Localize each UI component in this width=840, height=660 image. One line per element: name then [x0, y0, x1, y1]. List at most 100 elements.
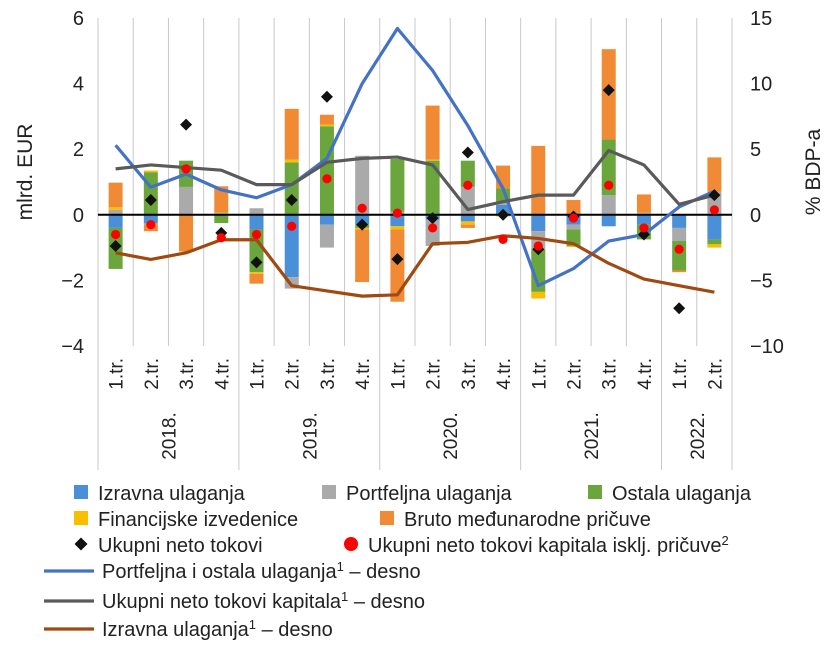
- vertical-gridlines: [97, 18, 733, 346]
- bar-izravna-ulaganja: [460, 214, 475, 222]
- bar-financijske-izvedenice: [249, 272, 264, 274]
- x-tick-label: 2.tr.: [142, 358, 163, 390]
- bar-financijske-izvedenice: [707, 244, 722, 248]
- bar-bruto-me-unarodne-pricuve: [636, 194, 651, 213]
- marker-diamond: [144, 194, 157, 207]
- x-tick-label: 3.tr.: [459, 358, 480, 390]
- bar-ostala-ulaganja: [390, 159, 405, 212]
- marker-diamond: [250, 256, 263, 269]
- y-right-tick-label: −5: [750, 270, 773, 292]
- marker-circle: [568, 213, 579, 223]
- bar-izravna-ulaganja: [636, 214, 651, 225]
- legend-label-financijske-izvedenice: Financijske izvedenice: [98, 509, 298, 531]
- bar-izravna-ulaganja: [319, 214, 334, 225]
- x-tick-label: 3.tr.: [177, 358, 198, 390]
- bar-financijske-izvedenice: [531, 291, 546, 299]
- marker-circle: [498, 234, 508, 244]
- marker-circle: [604, 180, 614, 190]
- y-left-tick-label: −2: [61, 270, 84, 292]
- bar-financijske-izvedenice: [284, 159, 299, 163]
- marker-circle: [533, 241, 543, 251]
- bar-izravna-ulaganja: [108, 214, 123, 228]
- bar-portfeljna-ulaganja: [179, 186, 194, 215]
- x-year-label: 2020.: [441, 412, 462, 460]
- marker-circle: [357, 203, 367, 213]
- legend-label-ukupni-neto-tokovi-kapitala-isklj-pricuve: Ukupni neto tokovi kapitala isklj. priču…: [368, 533, 729, 557]
- legend-swatch-izravna-ulaganja: [74, 485, 88, 499]
- marker-diamond: [708, 189, 721, 202]
- x-tick-label: 4.tr.: [212, 358, 233, 390]
- marker-circle: [287, 221, 297, 231]
- legend-label-izravna-ulaganja: Izravna ulaganja: [98, 483, 246, 505]
- x-tick-label: 4.tr.: [353, 358, 374, 390]
- bar-financijske-izvedenice: [566, 245, 581, 247]
- bar-bruto-me-unarodne-pricuve: [390, 229, 405, 302]
- marker-diamond: [285, 194, 298, 207]
- bar-portfeljna-ulaganja: [496, 201, 511, 205]
- legend-label-ukupni-neto-tokovi-kapitala-line: Ukupni neto tokovi kapitala1 – desno: [102, 589, 425, 613]
- bar-bruto-me-unarodne-pricuve: [531, 145, 546, 215]
- bar-financijske-izvedenice: [214, 212, 229, 214]
- marker-diamond: [426, 212, 439, 225]
- legend-label-portfeljna-ulaganja: Portfeljna ulaganja: [346, 483, 513, 505]
- bar-portfeljna-ulaganja: [249, 208, 264, 215]
- bar-bruto-me-unarodne-pricuve: [460, 224, 475, 228]
- legend-marker-circle: [344, 537, 358, 551]
- x-tick-label: 1.tr.: [107, 358, 128, 390]
- legend-label-ukupni-neto-tokovi: Ukupni neto tokovi: [98, 535, 263, 557]
- bar-financijske-izvedenice: [425, 159, 440, 161]
- legend-marker-diamond: [74, 537, 88, 551]
- marker-circle: [111, 229, 121, 240]
- bar-ostala-ulaganja: [319, 126, 334, 215]
- y-left-tick-label: 2: [73, 139, 84, 161]
- bar-portfeljna-ulaganja: [108, 209, 123, 215]
- y-right-axis-label: % BDP-a: [802, 129, 825, 216]
- bar-bruto-me-unarodne-pricuve: [249, 273, 264, 284]
- y-right-tick-label: 10: [750, 74, 772, 96]
- bar-portfeljna-ulaganja: [319, 224, 334, 248]
- line-ukupni-neto-tokovi-kapitala: [115, 148, 715, 212]
- x-tick-label: 1.tr.: [388, 358, 409, 390]
- bar-ostala-ulaganja: [531, 249, 546, 292]
- x-tick-label: 3.tr.: [600, 358, 621, 390]
- x-tick-label: 1.tr.: [529, 358, 550, 390]
- bar-bruto-me-unarodne-pricuve: [672, 270, 687, 273]
- x-tick-label: 2.tr.: [565, 358, 586, 390]
- x-tick-label: 3.tr.: [318, 358, 339, 390]
- bar-ostala-ulaganja: [143, 172, 158, 215]
- marker-circle: [639, 223, 649, 233]
- marker-diamond: [320, 90, 333, 103]
- marker-diamond: [461, 146, 474, 159]
- bar-izravna-ulaganja: [249, 214, 264, 230]
- marker-diamond: [673, 302, 686, 315]
- bar-financijske-izvedenice: [319, 124, 334, 127]
- axes: 6 4 2 0 −2 −4 15 10 5 0 −5 −10 mlrd. EUR % BDP-a 1.tr.…: [14, 8, 825, 470]
- legend-label-bruto-me-unarodne-pricuve: Bruto međunarodne pričuve: [404, 509, 651, 531]
- bar-portfeljna-ulaganja: [672, 227, 687, 242]
- x-year-label: 2019.: [300, 412, 321, 460]
- y-right-tick-label: 15: [750, 8, 772, 30]
- x-year-label: 2021.: [582, 412, 603, 460]
- bar-financijske-izvedenice: [636, 212, 651, 214]
- x-year-label: 2022.: [688, 412, 709, 460]
- bar-ostala-ulaganja: [284, 162, 299, 215]
- bar-financijske-izvedenice: [143, 170, 158, 173]
- y-right-tick-label: 0: [750, 205, 761, 227]
- line-portfeljna-i-ostala-ulaganja: [114, 26, 716, 288]
- bar-ostala-ulaganja: [707, 239, 722, 245]
- y-left-axis-label: mlrd. EUR: [14, 124, 37, 221]
- bar-bruto-me-unarodne-pricuve: [425, 105, 440, 160]
- bar-izravna-ulaganja: [143, 214, 158, 223]
- bar-bruto-me-unarodne-pricuve: [355, 229, 370, 283]
- line-izravna-ulaganja: [115, 234, 715, 298]
- marker-diamond: [391, 253, 404, 266]
- marker-circle: [428, 223, 438, 233]
- y-left-tick-label: −4: [61, 336, 84, 358]
- legend-swatch-financijske-izvedenice: [74, 511, 88, 525]
- bar-ostala-ulaganja: [214, 214, 229, 223]
- marker-diamond: [602, 84, 615, 97]
- legend-swatch-bruto-me-unarodne-pricuve: [380, 511, 394, 525]
- y-right-tick-label: −10: [750, 336, 784, 358]
- y-left-tick-label: 4: [73, 74, 84, 96]
